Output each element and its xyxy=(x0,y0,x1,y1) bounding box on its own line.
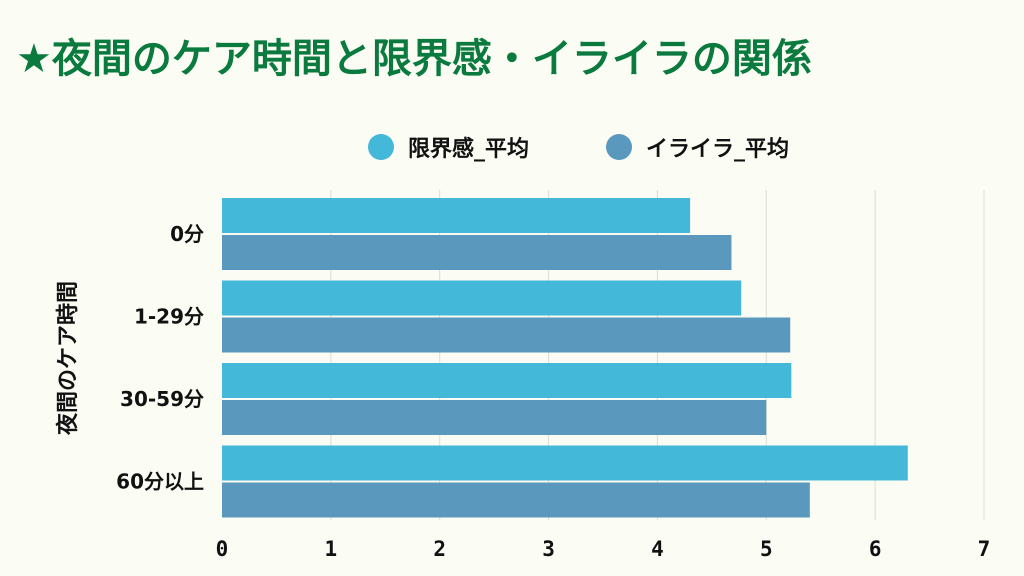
bar-1-1 xyxy=(222,198,691,233)
legend-item-series-2: イライラ_平均 xyxy=(606,132,789,162)
legend: 限界感_平均 イライラ_平均 xyxy=(0,132,1024,162)
legend-swatch-series-2 xyxy=(606,134,632,160)
legend-label-series-1: 限界感_平均 xyxy=(408,137,530,162)
x-tick-label-3: 3 xyxy=(542,537,555,561)
bar-2-1 xyxy=(222,235,732,270)
y-tick-label-2: 1-29分 xyxy=(134,305,204,329)
x-tick-label-0: 0 xyxy=(216,537,229,561)
legend-item-series-1: 限界感_平均 xyxy=(368,132,529,162)
x-tick-label-5: 5 xyxy=(760,537,773,561)
bar-1-3 xyxy=(222,363,792,398)
x-tick-label-7: 7 xyxy=(978,537,991,561)
legend-swatch-series-1 xyxy=(368,134,394,160)
chart-title: ★夜間のケア時間と限界感・イライラの関係 xyxy=(16,36,812,82)
bar-2-3 xyxy=(222,400,767,435)
y-tick-label-3: 30-59分 xyxy=(120,387,204,411)
bar-2-4 xyxy=(222,482,810,518)
x-tick-label-4: 4 xyxy=(651,537,664,561)
bar-1-4 xyxy=(222,445,908,481)
x-tick-label-6: 6 xyxy=(869,537,882,561)
x-tick-label-1: 1 xyxy=(325,537,338,561)
bar-2-2 xyxy=(222,317,791,353)
x-tick-label-2: 2 xyxy=(433,537,446,561)
legend-label-series-2: イライラ_平均 xyxy=(646,137,790,162)
bar-1-2 xyxy=(222,280,742,316)
y-tick-label-4: 60分以上 xyxy=(116,470,204,494)
y-tick-label-1: 0分 xyxy=(170,222,204,246)
